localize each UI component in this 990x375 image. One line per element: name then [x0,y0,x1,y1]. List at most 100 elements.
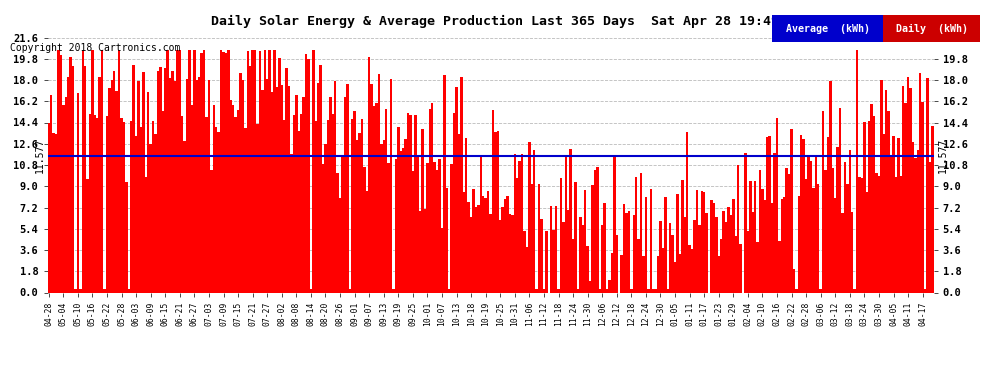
Bar [798,196,800,292]
Bar [417,156,419,292]
Bar [460,77,462,292]
Bar [586,246,589,292]
Bar [756,242,758,292]
Bar [860,178,863,292]
Bar [800,135,803,292]
Bar [822,111,825,292]
Bar [225,53,227,292]
Bar [550,206,552,292]
Bar [652,289,654,292]
Bar [365,191,368,292]
Bar [683,217,686,292]
Bar [839,108,842,292]
Bar [103,289,106,292]
Bar [329,97,332,292]
Bar [832,168,834,292]
Text: Copyright 2018 Cartronics.com: Copyright 2018 Cartronics.com [10,43,180,53]
Bar [196,80,198,292]
Bar [377,74,380,292]
Bar [171,71,174,292]
Bar [880,80,883,292]
Bar [572,238,574,292]
Bar [853,289,856,292]
Bar [924,289,927,292]
Text: 11.577: 11.577 [939,138,948,174]
Bar [215,128,218,292]
Bar [305,54,307,292]
Bar [174,81,176,292]
Bar [337,173,339,292]
Bar [656,256,659,292]
Bar [688,245,691,292]
Bar [718,256,720,292]
Bar [310,289,312,292]
Bar [545,231,547,292]
Bar [596,166,599,292]
Bar [412,171,414,292]
Bar [897,138,900,292]
Bar [554,206,557,292]
Bar [728,207,730,292]
Bar [499,220,502,292]
Bar [62,105,64,292]
Bar [183,141,186,292]
Bar [332,114,334,292]
Bar [315,121,317,292]
Bar [419,211,422,292]
Bar [441,228,444,292]
Bar [768,136,771,292]
Bar [273,50,275,292]
Bar [693,220,696,292]
Bar [851,212,853,292]
Bar [409,116,412,292]
Bar [875,173,878,292]
Bar [502,207,504,292]
Bar [149,144,151,292]
Bar [842,213,843,292]
Bar [188,50,191,292]
Bar [484,198,487,292]
Bar [732,199,735,292]
Bar [467,202,470,292]
Bar [94,115,96,292]
Bar [536,289,538,292]
Bar [400,151,402,292]
Bar [191,105,193,292]
Bar [320,65,322,292]
Bar [574,182,577,292]
Bar [843,162,846,292]
Bar [457,134,460,292]
Bar [730,216,732,292]
Bar [339,198,342,292]
Bar [902,86,905,292]
Bar [744,153,746,292]
Bar [858,177,860,292]
Bar [927,78,929,292]
Bar [509,214,511,292]
Bar [613,156,616,292]
Bar [156,71,159,292]
Bar [825,170,827,292]
Bar [390,80,392,292]
Text: Average  (kWh): Average (kWh) [786,24,869,33]
Bar [402,148,404,292]
Bar [521,154,524,292]
Bar [638,239,640,292]
Bar [776,118,778,292]
Bar [562,222,564,292]
Bar [608,280,611,292]
Bar [584,190,586,292]
Bar [76,93,79,292]
Bar [785,168,788,292]
Bar [69,57,72,292]
Bar [720,239,723,292]
Bar [890,156,892,292]
Bar [50,95,52,292]
Bar [630,289,633,292]
Bar [479,156,482,292]
Bar [633,215,635,292]
Bar [623,204,626,292]
Bar [96,118,98,292]
Bar [635,177,638,292]
Bar [472,189,475,292]
